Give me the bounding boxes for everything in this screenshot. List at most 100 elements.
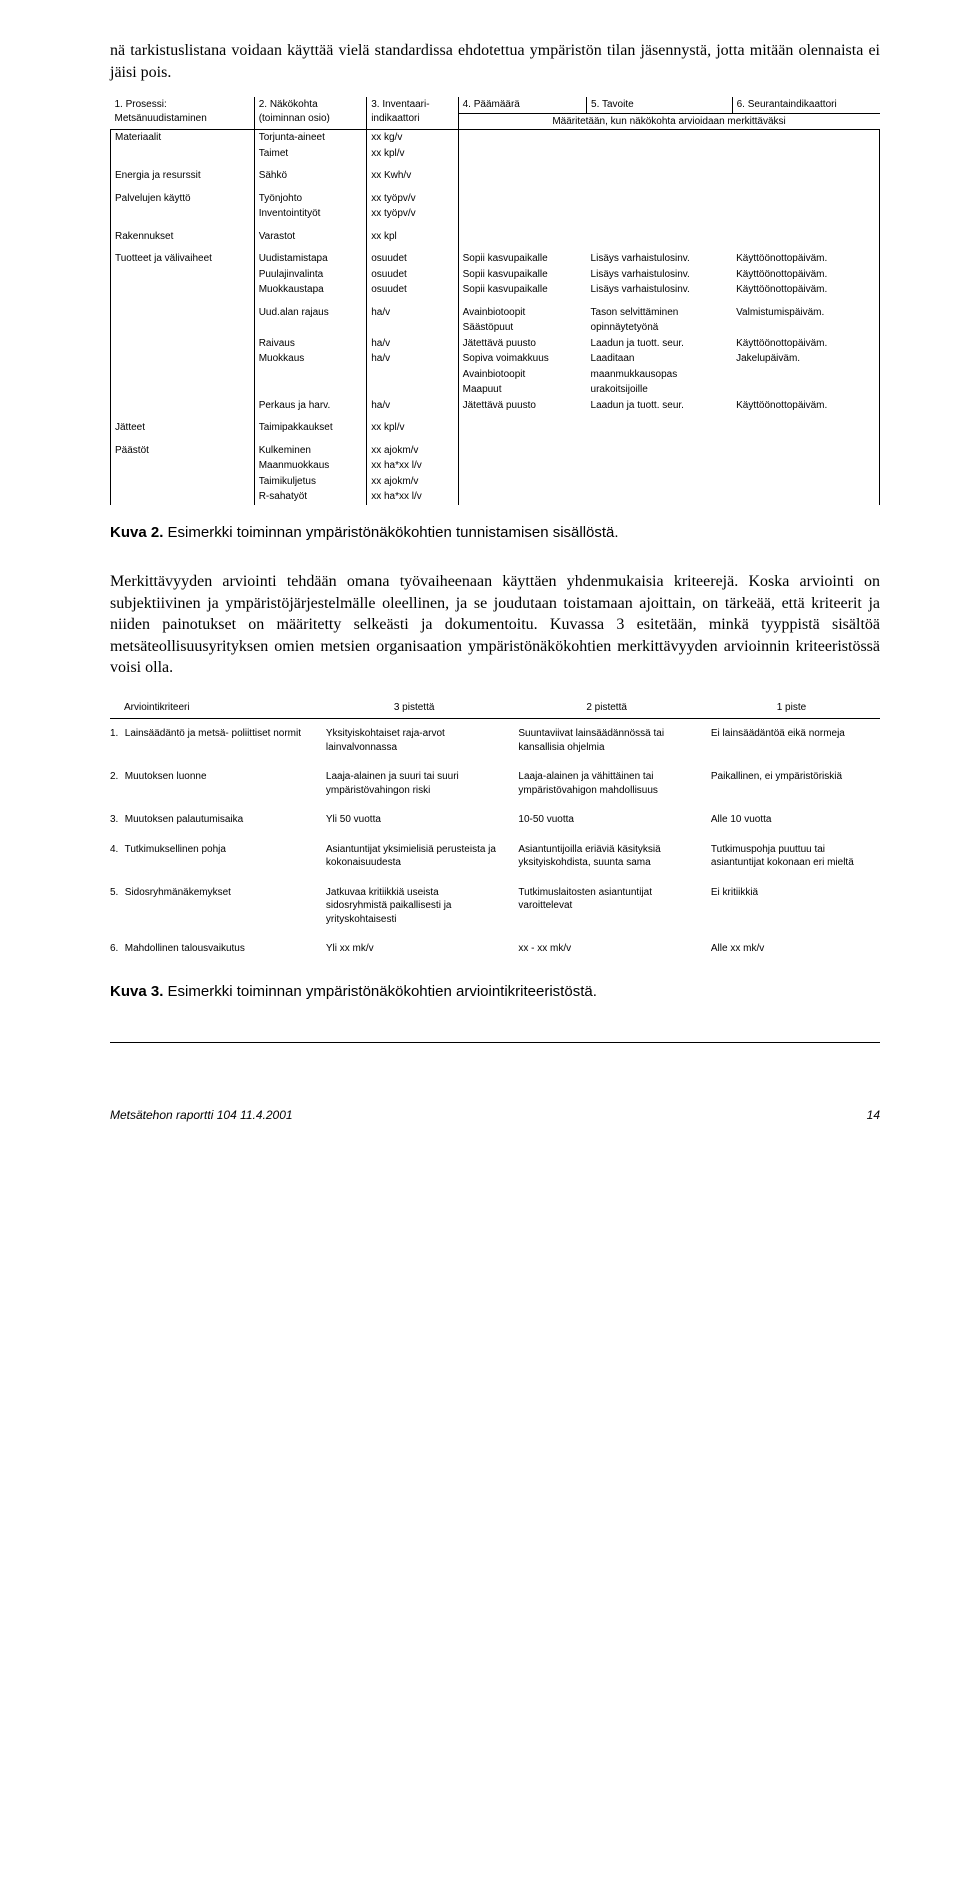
fig2-cell: ha/v — [367, 336, 458, 352]
fig2-cell — [111, 351, 255, 367]
fig2-cell — [732, 206, 879, 222]
fig2-cell: Työnjohto — [254, 184, 367, 207]
fig2-cell: Uud.alan rajaus — [254, 298, 367, 321]
fig2-cell — [587, 489, 733, 505]
fig2-h6: 6. Seurantaindikaattori — [732, 97, 879, 113]
fig3-criterion: 2. Muutoksen luonne — [110, 762, 318, 805]
fig2-cell — [458, 130, 586, 146]
fig2-cell — [111, 398, 255, 414]
fig3-cell: xx - xx mk/v — [510, 934, 703, 964]
fig3-criterion: 6. Mahdollinen talousvaikutus — [110, 934, 318, 964]
fig2-cell: Jakelupäiväm. — [732, 351, 879, 367]
fig3-caption: Kuva 3. Esimerkki toiminnan ympäristönäk… — [110, 982, 880, 1002]
fig2-cell: Valmistumispäiväm. — [732, 298, 879, 321]
fig2-cell: Käyttöönottopäiväm. — [732, 244, 879, 267]
fig2-cell: Taimet — [254, 146, 367, 162]
fig2-cell: urakoitsijoille — [587, 382, 733, 398]
fig2-cell — [587, 436, 733, 459]
fig3-cell: Tutkimuspohja puuttuu tai asiantuntijat … — [703, 835, 880, 878]
intro-paragraph: nä tarkistuslistana voidaan käyttää viel… — [110, 40, 880, 83]
fig2-cell: Raivaus — [254, 336, 367, 352]
fig2-h3a: 3. Inventaari- — [371, 99, 429, 110]
fig2-cell — [367, 367, 458, 383]
fig2-cell: Inventointityöt — [254, 206, 367, 222]
fig3-cell: Ei lainsäädäntöä eikä normeja — [703, 719, 880, 763]
fig2-cell — [254, 320, 367, 336]
fig2-cell — [111, 282, 255, 298]
fig2-cell — [587, 474, 733, 490]
fig2-cell: Taimipakkaukset — [254, 413, 367, 436]
fig3-cell: Asiantuntijoilla eriäviä käsityksiä yksi… — [510, 835, 703, 878]
fig2-cell: xx ajokm/v — [367, 474, 458, 490]
fig2-cell — [587, 130, 733, 146]
fig2-cell: opinnäytetyönä — [587, 320, 733, 336]
fig2-cell — [458, 206, 586, 222]
fig3-cell: Yli xx mk/v — [318, 934, 511, 964]
fig2-cell: Sähkö — [254, 161, 367, 184]
fig2-cell — [732, 184, 879, 207]
fig3-cell: Asiantuntijat yksimielisiä perusteista j… — [318, 835, 511, 878]
fig2-cell: Taimikuljetus — [254, 474, 367, 490]
fig2-cell: xx ha*xx l/v — [367, 489, 458, 505]
fig2-cell — [732, 382, 879, 398]
fig2-cell — [587, 413, 733, 436]
fig2-cell: Muokkaus — [254, 351, 367, 367]
fig2-h1a: 1. Prosessi: — [115, 99, 167, 110]
fig2-cell: Perkaus ja harv. — [254, 398, 367, 414]
footer-rule — [110, 1042, 880, 1043]
fig2-cell — [587, 184, 733, 207]
fig2-cell — [732, 367, 879, 383]
fig3-cell: Tutkimuslaitosten asiantuntijat varoitte… — [510, 878, 703, 935]
fig2-cell: Sopii kasvupaikalle — [458, 244, 586, 267]
fig2-cell — [111, 298, 255, 321]
fig3-criterion: 4. Tutkimuksellinen pohja — [110, 835, 318, 878]
fig2-cell — [254, 382, 367, 398]
fig2-cell: Sopii kasvupaikalle — [458, 267, 586, 283]
fig2-cell — [111, 489, 255, 505]
fig2-cell: Kulkeminen — [254, 436, 367, 459]
fig3-criterion: 3. Muutoksen palautumisaika — [110, 805, 318, 835]
fig2-cell — [732, 146, 879, 162]
mid-paragraph: Merkittävyyden arviointi tehdään omana t… — [110, 571, 880, 679]
fig3-caption-bold: Kuva 3. — [110, 983, 163, 1000]
fig2-cell — [254, 367, 367, 383]
fig2-cell: osuudet — [367, 282, 458, 298]
fig2-cell — [111, 336, 255, 352]
fig2-cell: osuudet — [367, 267, 458, 283]
fig2-cell — [458, 436, 586, 459]
fig2-cell — [458, 161, 586, 184]
fig2-cell: Palvelujen käyttö — [111, 184, 255, 207]
fig2-cell — [732, 320, 879, 336]
fig2-cell — [111, 206, 255, 222]
fig2-cell: Laaditaan — [587, 351, 733, 367]
fig3-th2: 3 pistettä — [318, 697, 511, 719]
fig2-cell — [587, 206, 733, 222]
fig2-cell: Käyttöönottopäiväm. — [732, 282, 879, 298]
fig2-cell: xx ajokm/v — [367, 436, 458, 459]
fig2-caption-bold: Kuva 2. — [110, 524, 163, 541]
fig2-cell — [111, 367, 255, 383]
fig2-cell: Laadun ja tuott. seur. — [587, 336, 733, 352]
fig2-cell: Tuotteet ja välivaiheet — [111, 244, 255, 267]
fig3-caption-rest: Esimerkki toiminnan ympäristönäkökohtien… — [163, 983, 597, 1000]
fig2-cell: R-sahatyöt — [254, 489, 367, 505]
fig2-cell — [111, 382, 255, 398]
fig2-cell — [732, 436, 879, 459]
fig3-cell: Yli 50 vuotta — [318, 805, 511, 835]
fig2-cell: Käyttöönottopäiväm. — [732, 267, 879, 283]
fig2-cell: Uudistamistapa — [254, 244, 367, 267]
fig2-cell: xx Kwh/v — [367, 161, 458, 184]
fig2-cell — [732, 489, 879, 505]
footer-right: 14 — [867, 1107, 880, 1123]
fig2-cell: Torjunta-aineet — [254, 130, 367, 146]
fig2-cell — [111, 267, 255, 283]
fig3-th3: 2 pistettä — [510, 697, 703, 719]
fig2-cell: Avainbiotoopit — [458, 298, 586, 321]
fig2-h4: 4. Päämäärä — [458, 97, 586, 113]
fig2-cell — [458, 489, 586, 505]
fig3-th4: 1 piste — [703, 697, 880, 719]
fig2-cell — [111, 474, 255, 490]
fig2-cell: Rakennukset — [111, 222, 255, 245]
fig2-h3b: indikaattori — [371, 113, 419, 124]
fig2-cell: xx kpl/v — [367, 413, 458, 436]
